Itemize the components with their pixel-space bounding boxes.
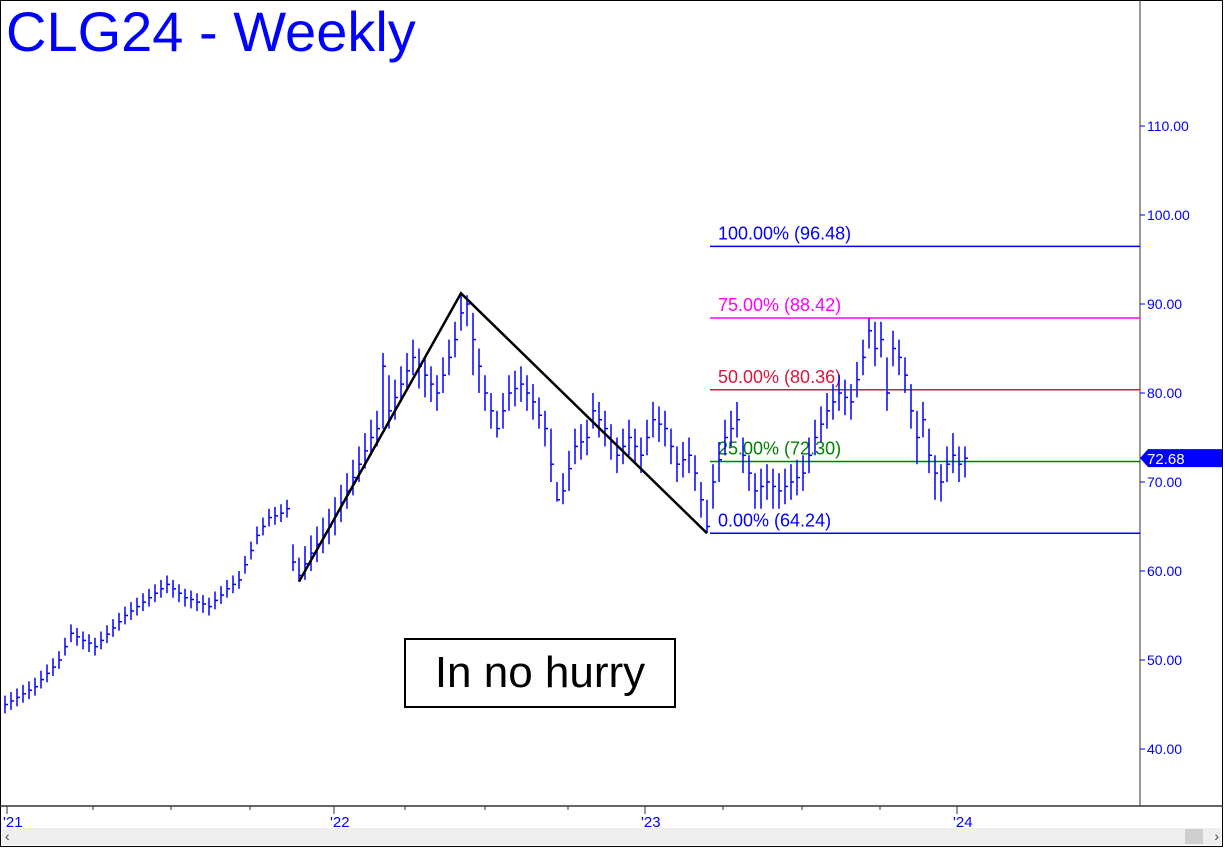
scroll-left-arrow-icon[interactable]: ‹ [5,828,10,844]
chart-title: CLG24 - Weekly [6,0,416,63]
fib-level-label: 25.00% (72.30) [718,439,841,459]
y-tick-label: 50.00 [1147,652,1182,668]
fib-level-label: 75.00% (88.42) [718,295,841,315]
x-tick-label: '22 [330,814,350,831]
fib-level-label: 100.00% (96.48) [718,223,851,243]
last-price-label: 72.68 [1147,451,1185,468]
fib-level-label: 0.00% (64.24) [718,510,831,530]
last-price-tag [1140,449,1222,468]
horizontal-scrollbar[interactable]: ‹ › [2,828,1221,845]
x-tick-label: '23 [641,814,661,831]
annotation-box: In no hurry [404,638,676,708]
scrollbar-thumb[interactable] [1185,829,1203,844]
y-tick-label: 110.00 [1147,118,1189,134]
y-tick-label: 100.00 [1147,207,1190,223]
y-tick-label: 40.00 [1147,741,1182,757]
x-tick-label: '24 [953,814,973,831]
y-tick-label: 70.00 [1147,474,1182,490]
y-tick-label: 60.00 [1147,563,1182,579]
y-tick-label: 90.00 [1147,296,1182,312]
y-tick-label: 80.00 [1147,385,1182,401]
abc-pattern-line [297,291,708,583]
scroll-right-arrow-icon[interactable]: › [1214,828,1219,844]
fib-level-label: 50.00% (80.36) [718,367,841,387]
x-tick-label: '21 [3,814,23,831]
